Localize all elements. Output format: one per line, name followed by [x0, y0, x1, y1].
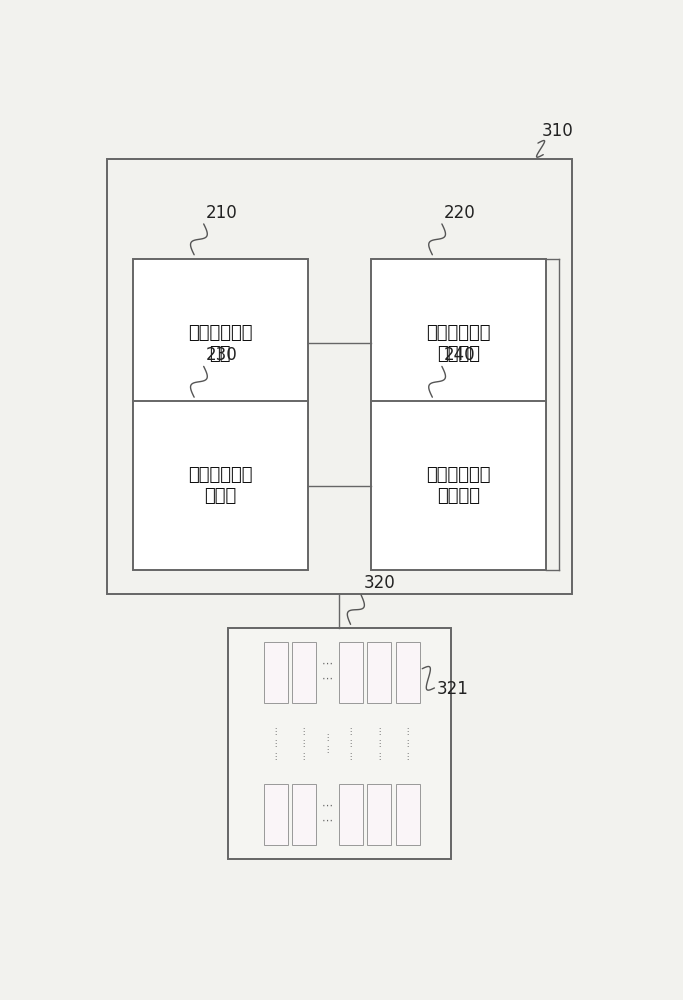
Text: 321: 321 — [436, 680, 469, 698]
Text: ⋮
⋮
⋮: ⋮ ⋮ ⋮ — [271, 727, 280, 761]
Text: ⋯: ⋯ — [322, 816, 333, 826]
Bar — [395, 784, 419, 845]
Text: 对应关系计算
模块: 对应关系计算 模块 — [188, 324, 253, 363]
Text: ⋮
⋮
⋮: ⋮ ⋮ ⋮ — [375, 727, 383, 761]
Bar — [133, 401, 308, 570]
Text: ⋯: ⋯ — [322, 674, 333, 684]
Text: 电压补偿値确
定模块: 电压补偿値确 定模块 — [188, 466, 253, 505]
Text: 240: 240 — [444, 346, 475, 364]
Bar — [228, 628, 451, 859]
Bar — [264, 642, 288, 703]
Bar — [339, 642, 363, 703]
Text: ⋮
⋮
⋮: ⋮ ⋮ ⋮ — [404, 727, 412, 761]
Bar — [367, 784, 391, 845]
Bar — [292, 642, 316, 703]
Text: 230: 230 — [206, 346, 238, 364]
Text: 320: 320 — [364, 574, 395, 592]
Text: 220: 220 — [444, 204, 476, 222]
Text: ⋮
⋮: ⋮ ⋮ — [323, 733, 331, 754]
Text: 目标显示亮度
获取模块: 目标显示亮度 获取模块 — [426, 324, 491, 363]
Text: ⋯: ⋯ — [322, 658, 333, 668]
Text: 目标输入电压
确定模块: 目标输入电压 确定模块 — [426, 466, 491, 505]
Bar — [107, 158, 572, 594]
Bar — [264, 784, 288, 845]
Text: ⋯: ⋯ — [322, 801, 333, 811]
Bar — [367, 642, 391, 703]
Bar — [372, 259, 546, 428]
Bar — [133, 259, 308, 428]
Bar — [339, 784, 363, 845]
Text: 210: 210 — [206, 204, 238, 222]
Bar — [372, 401, 546, 570]
Text: ⋮
⋮
⋮: ⋮ ⋮ ⋮ — [300, 727, 308, 761]
Bar — [395, 642, 419, 703]
Text: 310: 310 — [542, 122, 574, 140]
Bar — [292, 784, 316, 845]
Text: ⋮
⋮
⋮: ⋮ ⋮ ⋮ — [347, 727, 355, 761]
